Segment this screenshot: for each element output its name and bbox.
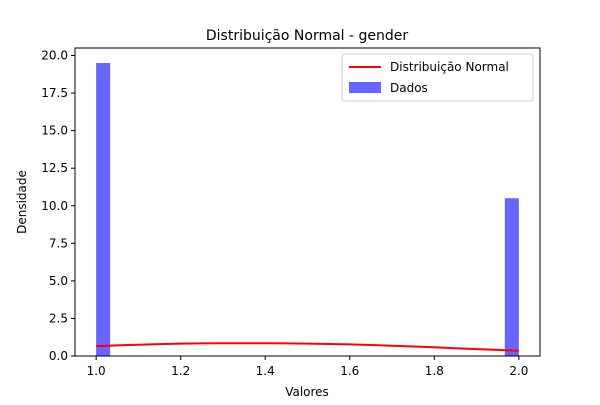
- y-tick-label: 0.0: [49, 349, 68, 363]
- legend-box: [341, 53, 534, 102]
- legend: Distribuição Normal Dados: [341, 53, 534, 102]
- x-tick-label: 1.8: [425, 364, 444, 378]
- y-tick-label: 2.5: [49, 311, 68, 325]
- y-tick-label: 7.5: [49, 236, 68, 250]
- y-tick-label: 5.0: [49, 274, 68, 288]
- chart-title: Distribuição Normal - gender: [206, 28, 409, 44]
- y-tick-label: 15.0: [41, 124, 68, 138]
- histogram-bar-1: [504, 198, 519, 356]
- y-tick-label: 20.0: [41, 49, 68, 63]
- y-tick-label: 10.0: [41, 199, 68, 213]
- plot-frame: [74, 47, 541, 357]
- y-axis-ticks: 0.0 2.5 5.0 7.5 10.0 12.5 15.0 17.5 20.0: [41, 49, 75, 363]
- x-axis-label: Valores: [285, 385, 329, 399]
- x-tick-label: 1.2: [171, 364, 190, 378]
- normal-distribution-line: [96, 342, 519, 352]
- x-tick-label: 2.0: [509, 364, 528, 378]
- x-tick-label: 1.0: [87, 364, 106, 378]
- y-axis-label: Densidade: [15, 170, 29, 234]
- histogram-bar-0: [96, 63, 111, 357]
- legend-label-line: Distribuição Normal: [390, 60, 509, 74]
- x-tick-label: 1.6: [340, 364, 359, 378]
- y-tick-label: 17.5: [41, 86, 68, 100]
- plot-area: [96, 63, 519, 357]
- x-tick-label: 1.4: [256, 364, 275, 378]
- legend-label-bar: Dados: [390, 81, 428, 95]
- x-axis-ticks: 1.0 1.2 1.4 1.6 1.8 2.0: [87, 356, 528, 378]
- legend-swatch-bar: [349, 82, 381, 93]
- y-tick-label: 12.5: [41, 161, 68, 175]
